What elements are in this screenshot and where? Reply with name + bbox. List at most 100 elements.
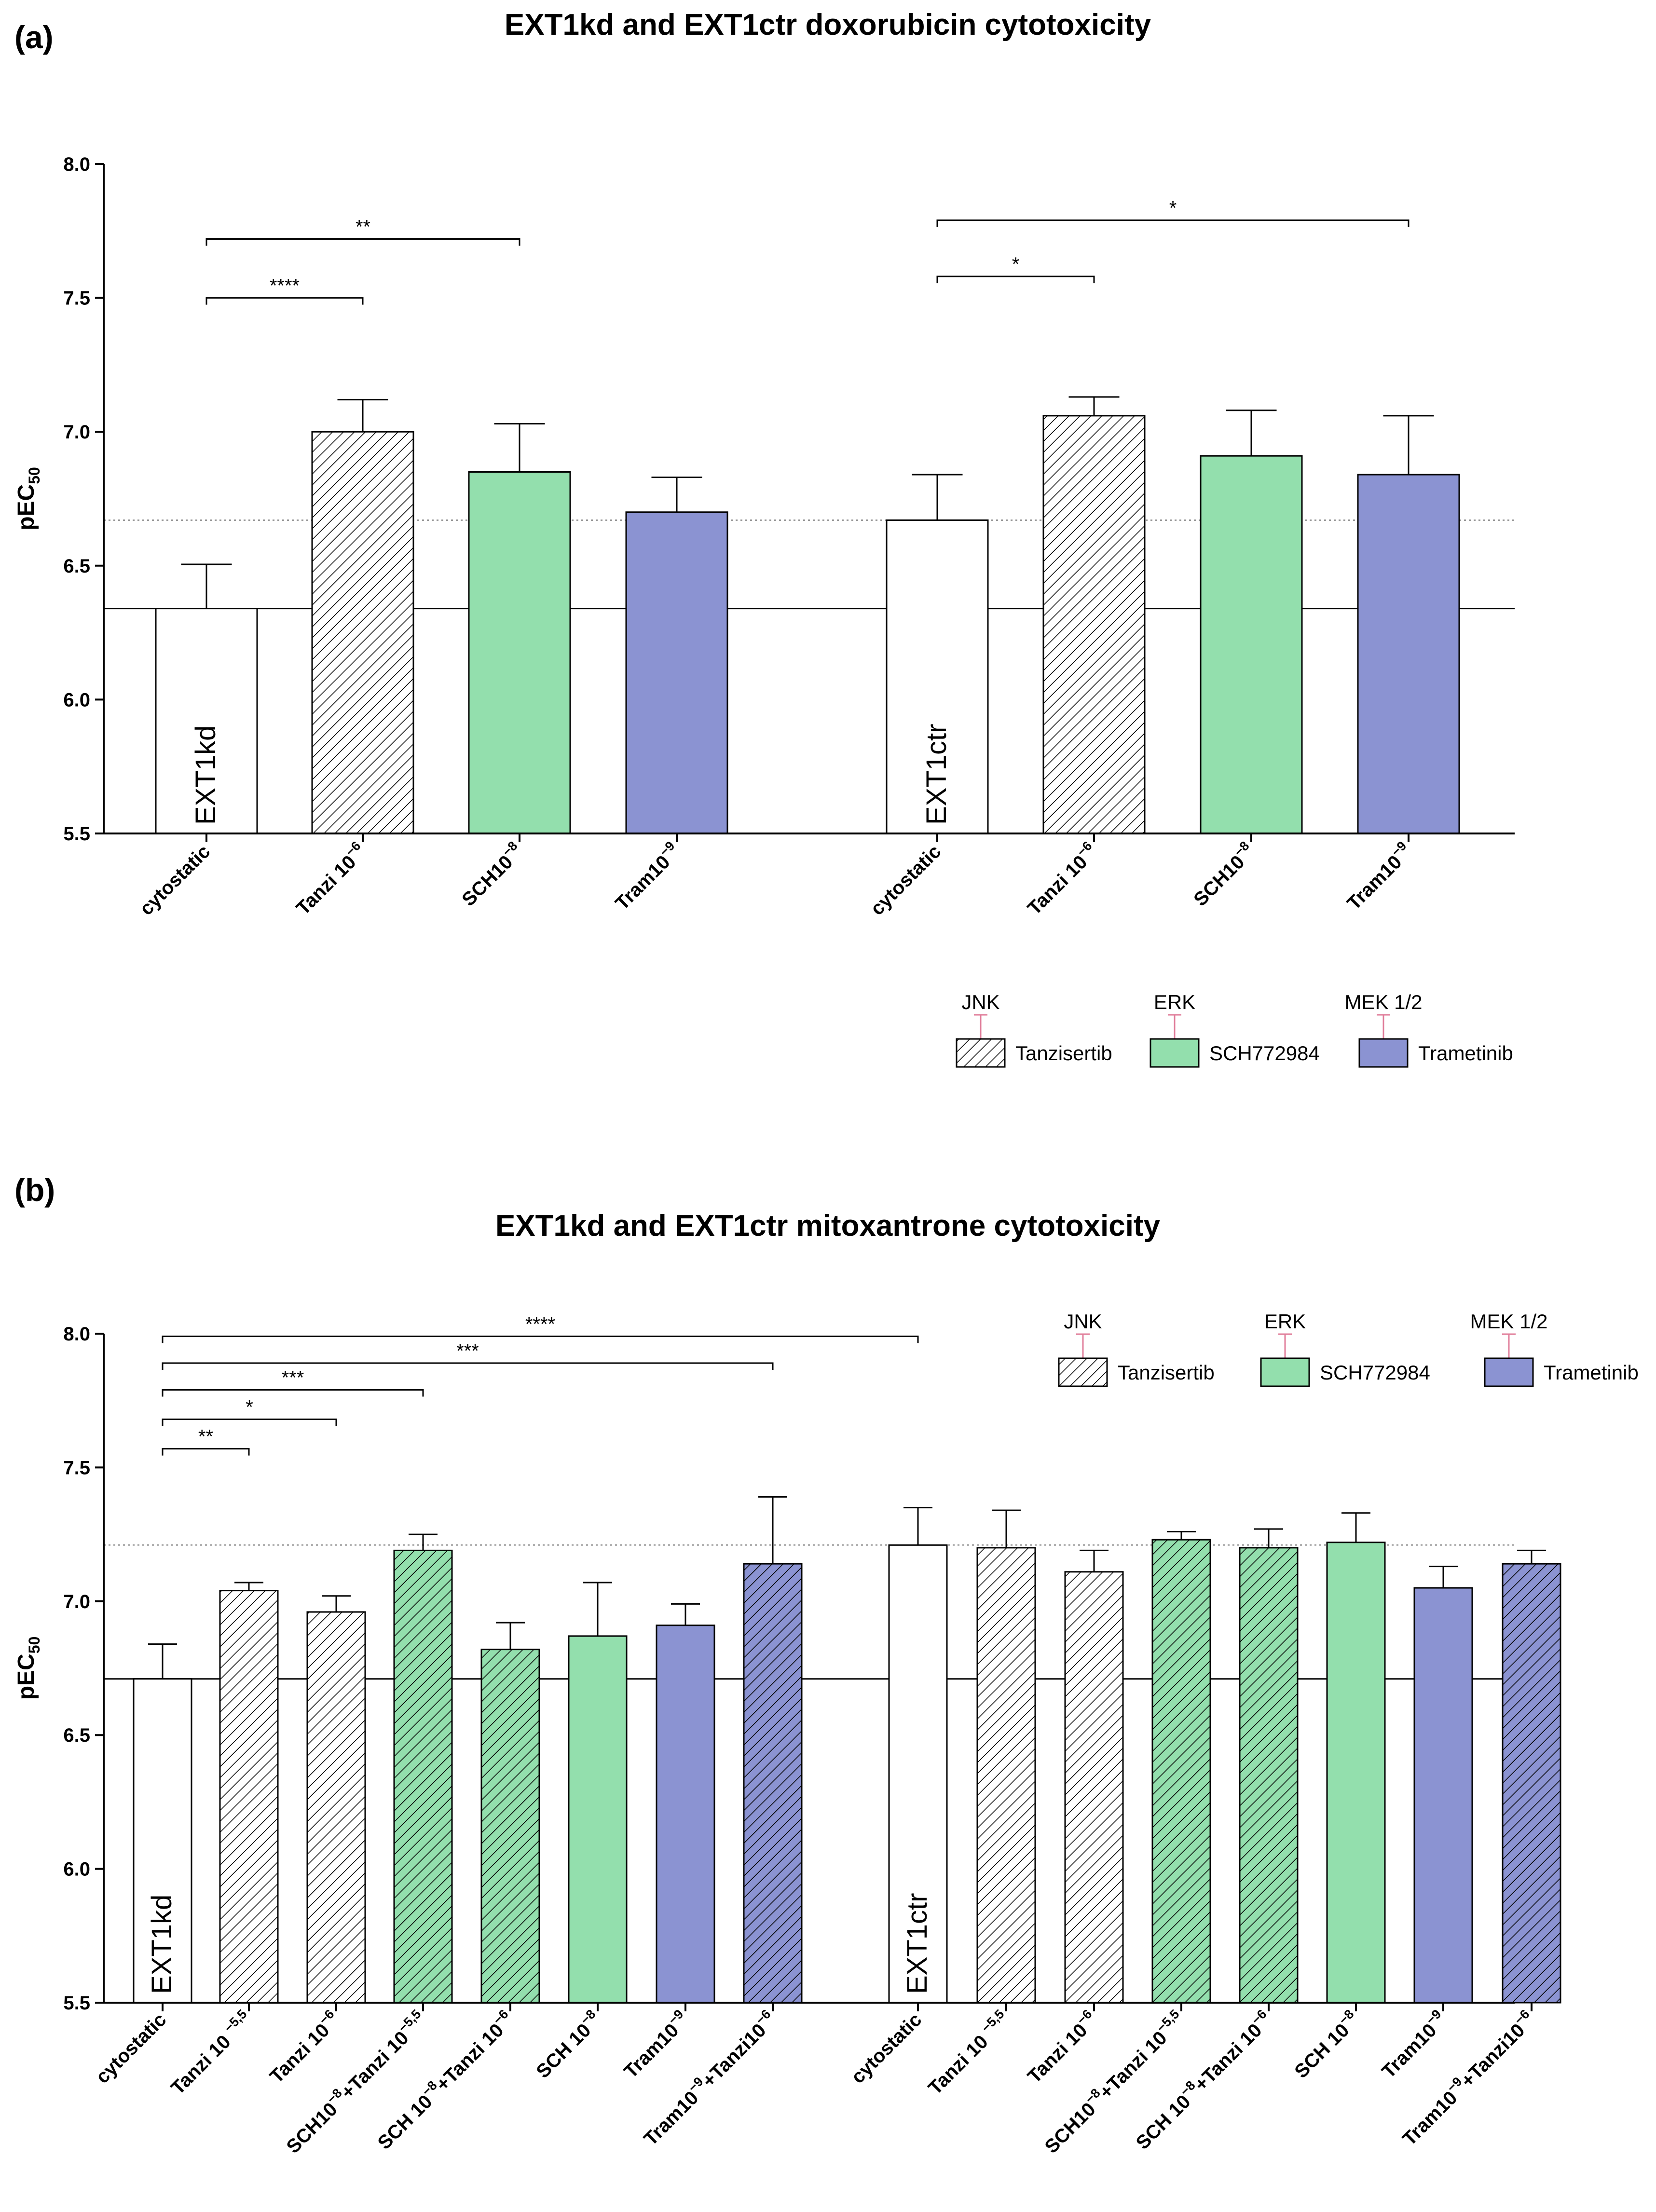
category-label-text: +Tanzi10 [698, 2020, 770, 2091]
y-axis-label-text: pEC [14, 484, 39, 531]
legend-label: SCH772984 [1209, 1042, 1320, 1065]
y-tick-label: 6.5 [63, 556, 90, 577]
bar-tanzi-10-5-5 [219, 1590, 279, 2004]
significance-label: * [1169, 198, 1177, 219]
legend-label: Tanzisertib [1015, 1042, 1112, 1065]
category-label: Tanzi 10−6 [1021, 2007, 1102, 2087]
y-tick-label: 8.0 [63, 154, 90, 175]
bar-tanzi-10 [1042, 415, 1146, 834]
category-label-text: cytostatic [847, 2009, 926, 2088]
category-label: SCH10−8+Tanzi 10−5,5 [280, 2007, 431, 2157]
significance-bracket [936, 219, 1410, 227]
panel-letter-b: (b) [14, 1172, 55, 1208]
category-label-text: Tanzi 10 [1024, 851, 1092, 919]
in-bar-label-ext1kd: EXT1kd [190, 725, 221, 825]
significance-label: ** [198, 1426, 213, 1447]
in-bar-label-ext1kd: EXT1kd [146, 1895, 178, 1994]
bar-sch-10-8-tanzi-10-6 [480, 1649, 540, 2004]
y-tick-label: 7.0 [63, 422, 90, 443]
significance-label: **** [270, 275, 300, 297]
bar-sch-10-8-tanzi-10-6 [1239, 1547, 1299, 2004]
panel-letter-a: (a) [14, 19, 54, 55]
category-label-text: Tram10 [611, 851, 674, 914]
legend-swatch [956, 1038, 1006, 1068]
significance-bracket [162, 1448, 250, 1456]
y-tick-label: 5.5 [63, 823, 90, 845]
category-label-text: +Tanzi 10 [432, 2020, 507, 2095]
bar-sch-10-8 [1326, 1542, 1386, 2004]
legend-swatch [1358, 1038, 1409, 1068]
significance-label: *** [282, 1367, 304, 1389]
category-label-text: +Tanzi10 [1457, 2020, 1529, 2091]
bar-sch-10-8 [568, 1635, 628, 2004]
category-label: SCH 10−8+Tanzi 10−6 [1130, 2007, 1277, 2154]
legend-label: SCH772984 [1320, 1361, 1430, 1384]
panel-a-doxorubicin: (a) EXT1kd and EXT1ctr doxorubicin cytot… [14, 8, 1515, 1068]
category-label: Tanzi 10−6 [290, 838, 370, 919]
category-label-text: SCH10 [1041, 2099, 1100, 2157]
y-tick-label: 6.0 [63, 1859, 90, 1880]
category-label: cytostatic [92, 2009, 170, 2088]
category-label: Tram10−9 [609, 838, 684, 914]
bar-sch10-8-tanzi-10-5-5 [393, 1549, 453, 2004]
y-axis-label-subscript: 50 [26, 1637, 43, 1654]
legend-header: JNK [1064, 1310, 1102, 1333]
category-label: SCH10−8+Tanzi 10−5,5 [1039, 2007, 1190, 2157]
category-label-text: Tanzi 10 [292, 851, 360, 919]
category-label-text: cytostatic [136, 841, 214, 919]
category-label-text: SCH 10 [374, 2091, 437, 2154]
significance-label: ** [356, 216, 370, 237]
bar-sch10 [1200, 455, 1303, 834]
bar-tanzi-10-5-5 [976, 1547, 1036, 2004]
category-label-text: Tanzi 10 [924, 2027, 996, 2099]
y-tick-label: 7.5 [63, 288, 90, 309]
category-label-text: SCH10 [283, 2099, 342, 2157]
y-axis-label: pEC50 [14, 467, 43, 531]
category-label-text: Tanzi 10 [167, 2027, 238, 2099]
y-tick-label: 7.0 [63, 1591, 90, 1612]
significance-label: **** [525, 1314, 555, 1335]
bar-sch10 [468, 471, 571, 834]
chart-title-b: EXT1kd and EXT1ctr mitoxantrone cytotoxi… [495, 1209, 1161, 1243]
category-label: cytostatic [866, 841, 945, 919]
bar-tram10-9 [656, 1625, 715, 2004]
y-tick-label: 7.5 [63, 1457, 90, 1478]
category-label-text: cytostatic [866, 841, 945, 919]
y-tick-label: 5.5 [63, 1993, 90, 2014]
category-label-text: SCH10 [1190, 851, 1248, 910]
legend-swatch [1260, 1357, 1310, 1387]
category-label-text: SCH 10 [1290, 2020, 1353, 2082]
category-label: Tanzi 10−6 [1021, 838, 1102, 919]
bar-tram10-9-tanzi10-6 [1502, 1563, 1561, 2004]
y-tick-label: 8.0 [63, 1324, 90, 1345]
category-label: Tanzi 10 −5,5 [164, 2007, 257, 2099]
y-tick-label: 6.0 [63, 689, 90, 710]
category-label-text: Tanzi 10 [266, 2020, 334, 2088]
category-label: Tram10−9 [617, 2007, 693, 2082]
category-label: SCH10−8 [1187, 838, 1259, 910]
category-label: SCH10−8 [455, 838, 527, 910]
bar-tanzi-10-6 [1064, 1571, 1124, 2004]
in-bar-label-ext1ctr: EXT1ctr [921, 724, 952, 825]
category-label: Tanzi 10−6 [263, 2007, 344, 2087]
category-label-text: Tram10 [1398, 2087, 1461, 2150]
significance-bracket [162, 1389, 424, 1397]
legend-swatch [1058, 1357, 1108, 1387]
legend-label: Trametinib [1418, 1042, 1513, 1065]
category-label-text: SCH10 [458, 851, 517, 910]
legend-swatch [1150, 1038, 1200, 1068]
category-label-text: SCH 10 [532, 2020, 595, 2082]
category-label-text: Tanzi 10 [1024, 2020, 1092, 2088]
legend-header: MEK 1/2 [1344, 991, 1422, 1013]
significance-bracket [205, 297, 364, 305]
bar-tanzi-10-6 [306, 1611, 366, 2004]
category-label: SCH 10−8 [530, 2007, 605, 2082]
significance-bracket [162, 1336, 919, 1343]
category-label-text: +Tanzi 10 [337, 2027, 413, 2103]
category-label-text: SCH 10 [1132, 2091, 1195, 2154]
bar-tram10 [625, 511, 728, 834]
category-label: Tram10−9 [1375, 2007, 1451, 2082]
legend-header: ERK [1154, 991, 1195, 1013]
y-axis-label-text: pEC [14, 1653, 39, 1700]
